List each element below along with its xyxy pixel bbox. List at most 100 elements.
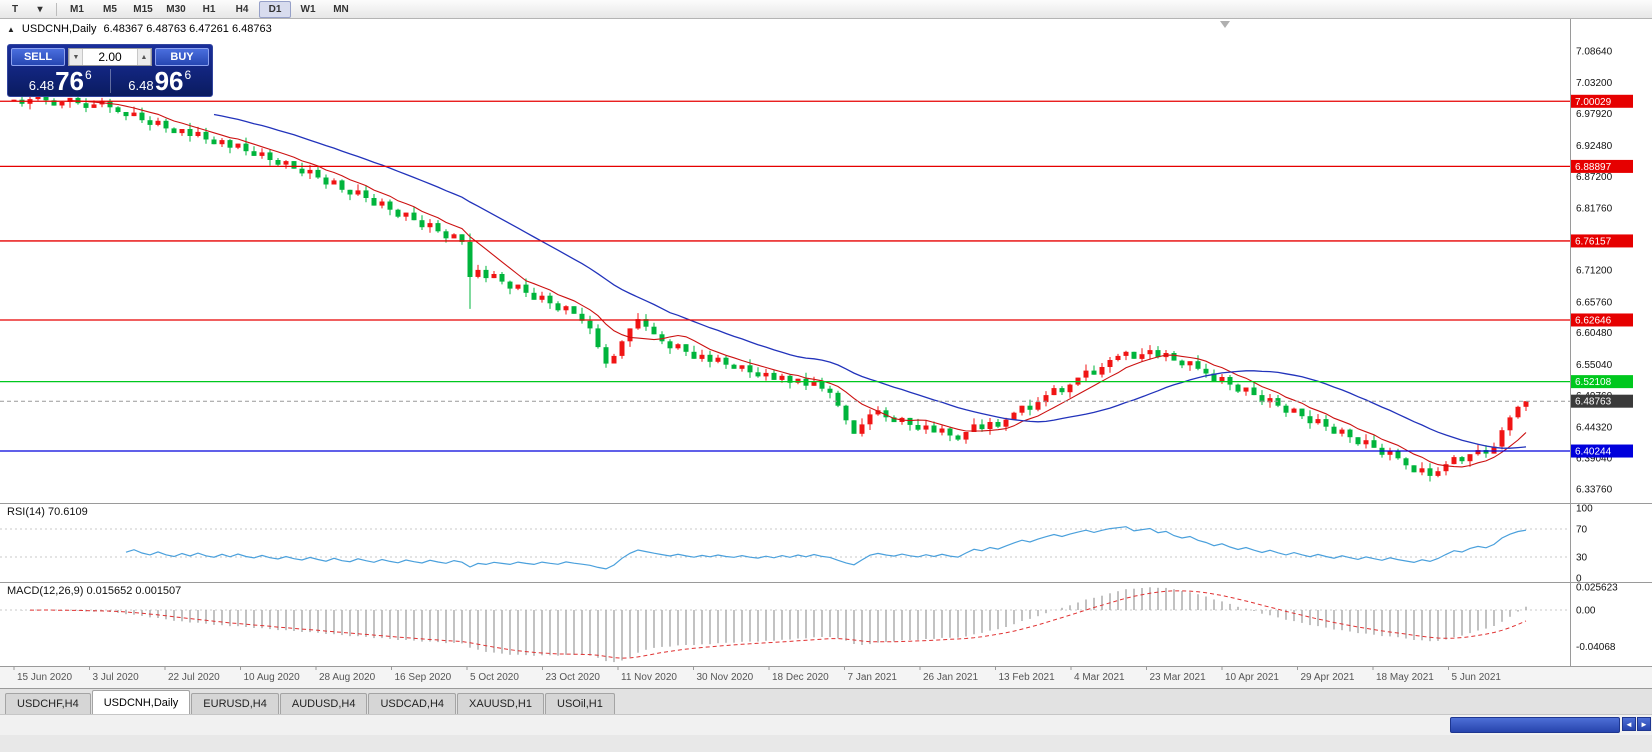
date-axis-label: 11 Nov 2020 [621,672,677,683]
volume-decrease-icon[interactable]: ▼ [69,49,83,65]
candle-body [475,269,481,277]
candle-body [1243,387,1249,392]
date-axis-label: 26 Jan 2021 [923,672,978,683]
candle-body [371,198,377,206]
price-axis-label: 6.87200 [1576,172,1613,183]
candle-body [835,392,841,406]
candle-body [91,104,97,108]
timeframe-button-d1[interactable]: D1 [259,0,291,18]
timeframe-button-m30[interactable]: M30 [166,3,186,15]
candle-body [627,328,633,342]
candle-body [211,139,217,145]
candle-body [787,375,793,383]
candle-body [323,177,329,185]
candle-body [467,241,473,277]
sell-button[interactable]: SELL [11,48,65,66]
timeframe-button-m15[interactable]: M15 [133,3,153,15]
chart-tab-eurusd-h4[interactable]: EURUSD,H4 [191,693,279,714]
chart-tab-usdcad-h4[interactable]: USDCAD,H4 [368,693,457,714]
timeframe-button-mn[interactable]: MN [333,3,349,15]
date-axis-label: 7 Jan 2021 [848,672,898,683]
sell-price[interactable]: 6.48 76 6 [11,68,110,95]
date-axis-label: 30 Nov 2020 [697,672,754,683]
horizontal-scrollbar[interactable]: ◄ ► [0,714,1652,735]
candle-body [1443,464,1449,472]
candle-body [235,143,241,148]
candle-body [483,269,489,279]
chart-type-button[interactable]: T [11,3,19,15]
chart-tab-usdcnh-daily[interactable]: USDCNH,Daily [91,690,191,714]
scrollbar-thumb[interactable] [1450,717,1620,733]
timeframe-toolbar: T ▾ M1 M5 M15 M30 H1 H4 D1 W1 MN [0,0,1652,19]
candle-body [459,234,465,242]
candle-body [1331,426,1337,434]
hline-price-flag [1571,234,1633,248]
buy-button[interactable]: BUY [155,48,209,66]
candle-body [531,292,537,300]
macd-indicator-label: MACD(12,26,9) 0.015652 0.001507 [7,585,182,597]
volume-input[interactable]: ▼ 2.00 ▲ [68,48,152,66]
timeframe-button-m1[interactable]: M1 [70,3,84,15]
timeframe-button-h4[interactable]: H4 [235,3,249,15]
chevron-down-icon[interactable]: ▾ [37,3,43,15]
candle-body [699,354,705,359]
chart-shift-marker[interactable] [1220,21,1230,28]
candle-body [723,357,729,365]
hline-price-flag [1571,94,1633,108]
candle-body [1187,361,1193,366]
chart-background [0,19,1652,666]
chart-tab-audusd-h4[interactable]: AUDUSD,H4 [279,693,368,714]
candle-body [1171,353,1177,361]
date-axis-label: 16 Sep 2020 [395,672,452,683]
date-axis-label: 10 Apr 2021 [1225,672,1279,683]
volume-increase-icon[interactable]: ▲ [136,49,151,65]
price-axis-label: 6.71200 [1576,265,1613,276]
chart-symbol-label: USDCNH,Daily [21,23,97,35]
price-axis-label: 6.97920 [1576,109,1613,120]
timeframe-button-h1[interactable]: H1 [202,3,216,15]
volume-value[interactable]: 2.00 [98,50,122,64]
candle-body [795,378,801,383]
candle-body [1323,419,1329,427]
candle-body [1131,351,1137,359]
date-axis-label: 23 Mar 2021 [1150,672,1207,683]
rsi-axis-label: 0 [1576,574,1582,585]
candle-body [1523,401,1529,407]
candle-body [1067,384,1073,393]
scroll-left-icon[interactable]: ◄ [1622,717,1636,731]
date-axis-label: 5 Jun 2021 [1452,672,1502,683]
chart-tab-usdchf-h4[interactable]: USDCHF,H4 [5,693,91,714]
timeframe-button-w1[interactable]: W1 [300,3,316,15]
candle-body [955,435,961,440]
candle-body [1275,398,1281,406]
candle-body [1315,419,1321,424]
candle-body [571,306,577,314]
candle-body [827,388,833,393]
candle-body [1363,440,1369,445]
candle-body [1123,351,1129,356]
chart-tab-xauusd-h1[interactable]: XAUUSD,H1 [457,693,544,714]
buy-price[interactable]: 6.48 96 6 [111,68,210,95]
candle-body [195,131,201,136]
hline-price-flag [1571,375,1633,389]
candle-body [1059,388,1065,393]
candle-body [1211,373,1217,382]
timeframe-button-m5[interactable]: M5 [103,3,117,15]
candle-body [355,190,361,195]
chart-tab-usoil-h1[interactable]: USOil,H1 [545,693,615,714]
candle-body [131,112,137,117]
candle-body [987,422,993,429]
hline-price-text: 6.62646 [1575,315,1612,326]
candle-body [435,223,441,232]
one-click-collapse-icon[interactable]: ▲ [7,24,15,34]
price-axis-label: 6.92480 [1576,141,1613,152]
candle-body [603,347,609,364]
candle-body [51,100,57,106]
ma-slow-line [213,113,1527,449]
candle-body [1091,370,1097,375]
candle-body [267,152,273,160]
candle-body [163,120,169,129]
scroll-right-icon[interactable]: ► [1637,717,1651,731]
